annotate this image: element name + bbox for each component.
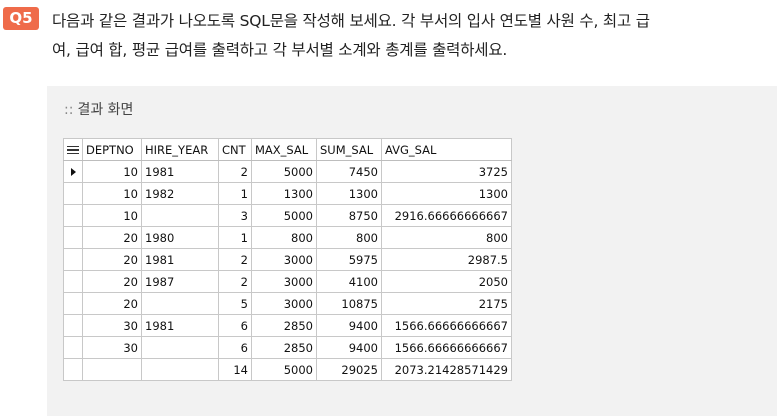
row-indicator[interactable] <box>63 314 83 337</box>
cell-sum-sal[interactable]: 5975 <box>316 248 382 271</box>
row-indicator[interactable] <box>63 248 83 271</box>
table-row[interactable]: 30 6 2850 9400 1566.66666666667 <box>63 336 512 359</box>
cell-deptno[interactable]: 10 <box>82 160 142 183</box>
cell-max-sal[interactable]: 5000 <box>251 358 317 381</box>
cell-cnt[interactable]: 6 <box>218 314 252 337</box>
cell-sum-sal[interactable]: 7450 <box>316 160 382 183</box>
cell-deptno[interactable]: 30 <box>82 314 142 337</box>
cell-max-sal[interactable]: 5000 <box>251 204 317 227</box>
table-row[interactable]: 10 1982 1 1300 1300 1300 <box>63 182 512 205</box>
column-header-sum-sal[interactable]: SUM_SAL <box>316 138 382 161</box>
cell-cnt[interactable]: 6 <box>218 336 252 359</box>
result-heading: :: 결과 화면 <box>64 99 133 119</box>
cell-sum-sal[interactable]: 800 <box>316 226 382 249</box>
cell-avg-sal[interactable]: 2916.66666666667 <box>381 204 512 227</box>
cell-deptno[interactable]: 10 <box>82 204 142 227</box>
cell-deptno[interactable]: 20 <box>82 248 142 271</box>
cell-avg-sal[interactable]: 1566.66666666667 <box>381 336 512 359</box>
cell-avg-sal[interactable]: 3725 <box>381 160 512 183</box>
row-indicator[interactable] <box>63 160 83 183</box>
result-title: 결과 화면 <box>77 102 134 118</box>
row-indicator[interactable] <box>63 226 83 249</box>
row-indicator[interactable] <box>63 182 83 205</box>
cell-sum-sal[interactable]: 9400 <box>316 314 382 337</box>
column-header-max-sal[interactable]: MAX_SAL <box>251 138 317 161</box>
cell-avg-sal[interactable]: 2987.5 <box>381 248 512 271</box>
cell-hire-year[interactable] <box>141 292 219 315</box>
cell-max-sal[interactable]: 5000 <box>251 160 317 183</box>
cell-cnt[interactable]: 1 <box>218 226 252 249</box>
cell-avg-sal[interactable]: 800 <box>381 226 512 249</box>
cell-max-sal[interactable]: 3000 <box>251 248 317 271</box>
cell-hire-year[interactable]: 1980 <box>141 226 219 249</box>
cell-max-sal[interactable]: 2850 <box>251 336 317 359</box>
question-line-2: 여, 급여 합, 평균 급여를 출력하고 각 부서별 소계와 총계를 출력하세요… <box>52 41 508 59</box>
row-indicator[interactable] <box>63 204 83 227</box>
menu-lines-icon <box>67 145 79 155</box>
grid-menu-button[interactable] <box>63 138 83 161</box>
question-line-1: 다음과 같은 결과가 나오도록 SQL문을 작성해 보세요. 각 부서의 입사 … <box>52 12 650 30</box>
table-row[interactable]: 20 5 3000 10875 2175 <box>63 292 512 315</box>
column-header-hire-year[interactable]: HIRE_YEAR <box>141 138 219 161</box>
cell-avg-sal[interactable]: 1300 <box>381 182 512 205</box>
table-row[interactable]: 14 5000 29025 2073.21428571429 <box>63 358 512 381</box>
question-badge: Q5 <box>3 7 39 30</box>
cell-sum-sal[interactable]: 9400 <box>316 336 382 359</box>
row-indicator[interactable] <box>63 270 83 293</box>
cell-sum-sal[interactable]: 10875 <box>316 292 382 315</box>
result-grid: DEPTNO HIRE_YEAR CNT MAX_SAL SUM_SAL AVG… <box>63 138 512 381</box>
current-row-arrow-icon <box>70 168 76 176</box>
cell-hire-year[interactable]: 1981 <box>141 248 219 271</box>
cell-max-sal[interactable]: 3000 <box>251 270 317 293</box>
table-row[interactable]: 10 1981 2 5000 7450 3725 <box>63 160 512 183</box>
cell-cnt[interactable]: 3 <box>218 204 252 227</box>
cell-cnt[interactable]: 5 <box>218 292 252 315</box>
cell-hire-year[interactable] <box>141 336 219 359</box>
table-row[interactable]: 20 1980 1 800 800 800 <box>63 226 512 249</box>
cell-max-sal[interactable]: 800 <box>251 226 317 249</box>
cell-hire-year[interactable]: 1981 <box>141 160 219 183</box>
cell-avg-sal[interactable]: 2050 <box>381 270 512 293</box>
cell-max-sal[interactable]: 3000 <box>251 292 317 315</box>
cell-sum-sal[interactable]: 1300 <box>316 182 382 205</box>
table-row[interactable]: 10 3 5000 8750 2916.66666666667 <box>63 204 512 227</box>
column-header-cnt[interactable]: CNT <box>218 138 252 161</box>
cell-cnt[interactable]: 1 <box>218 182 252 205</box>
cell-cnt[interactable]: 2 <box>218 160 252 183</box>
cell-hire-year[interactable]: 1982 <box>141 182 219 205</box>
table-row[interactable]: 30 1981 6 2850 9400 1566.66666666667 <box>63 314 512 337</box>
cell-max-sal[interactable]: 2850 <box>251 314 317 337</box>
cell-hire-year[interactable]: 1981 <box>141 314 219 337</box>
cell-hire-year[interactable] <box>141 358 219 381</box>
cell-deptno[interactable]: 20 <box>82 270 142 293</box>
cell-max-sal[interactable]: 1300 <box>251 182 317 205</box>
column-header-avg-sal[interactable]: AVG_SAL <box>381 138 512 161</box>
cell-avg-sal[interactable]: 2175 <box>381 292 512 315</box>
cell-deptno[interactable]: 10 <box>82 182 142 205</box>
cell-sum-sal[interactable]: 29025 <box>316 358 382 381</box>
table-row[interactable]: 20 1981 2 3000 5975 2987.5 <box>63 248 512 271</box>
cell-cnt[interactable]: 2 <box>218 248 252 271</box>
cell-cnt[interactable]: 14 <box>218 358 252 381</box>
row-indicator[interactable] <box>63 336 83 359</box>
grid-header-row: DEPTNO HIRE_YEAR CNT MAX_SAL SUM_SAL AVG… <box>63 138 512 161</box>
cell-deptno[interactable]: 30 <box>82 336 142 359</box>
row-indicator[interactable] <box>63 292 83 315</box>
cell-deptno[interactable]: 20 <box>82 292 142 315</box>
cell-avg-sal[interactable]: 1566.66666666667 <box>381 314 512 337</box>
table-row[interactable]: 20 1987 2 3000 4100 2050 <box>63 270 512 293</box>
cell-sum-sal[interactable]: 4100 <box>316 270 382 293</box>
cell-sum-sal[interactable]: 8750 <box>316 204 382 227</box>
cell-deptno[interactable]: 20 <box>82 226 142 249</box>
cell-avg-sal[interactable]: 2073.21428571429 <box>381 358 512 381</box>
column-header-deptno[interactable]: DEPTNO <box>82 138 142 161</box>
row-indicator[interactable] <box>63 358 83 381</box>
cell-hire-year[interactable]: 1987 <box>141 270 219 293</box>
cell-hire-year[interactable] <box>141 204 219 227</box>
question-text: 다음과 같은 결과가 나오도록 SQL문을 작성해 보세요. 각 부서의 입사 … <box>52 7 774 65</box>
result-marker: :: <box>64 102 74 118</box>
cell-cnt[interactable]: 2 <box>218 270 252 293</box>
cell-deptno[interactable] <box>82 358 142 381</box>
result-panel: :: 결과 화면 DEPTNO HIRE_YEAR CNT MAX_SAL SUM… <box>47 86 777 416</box>
